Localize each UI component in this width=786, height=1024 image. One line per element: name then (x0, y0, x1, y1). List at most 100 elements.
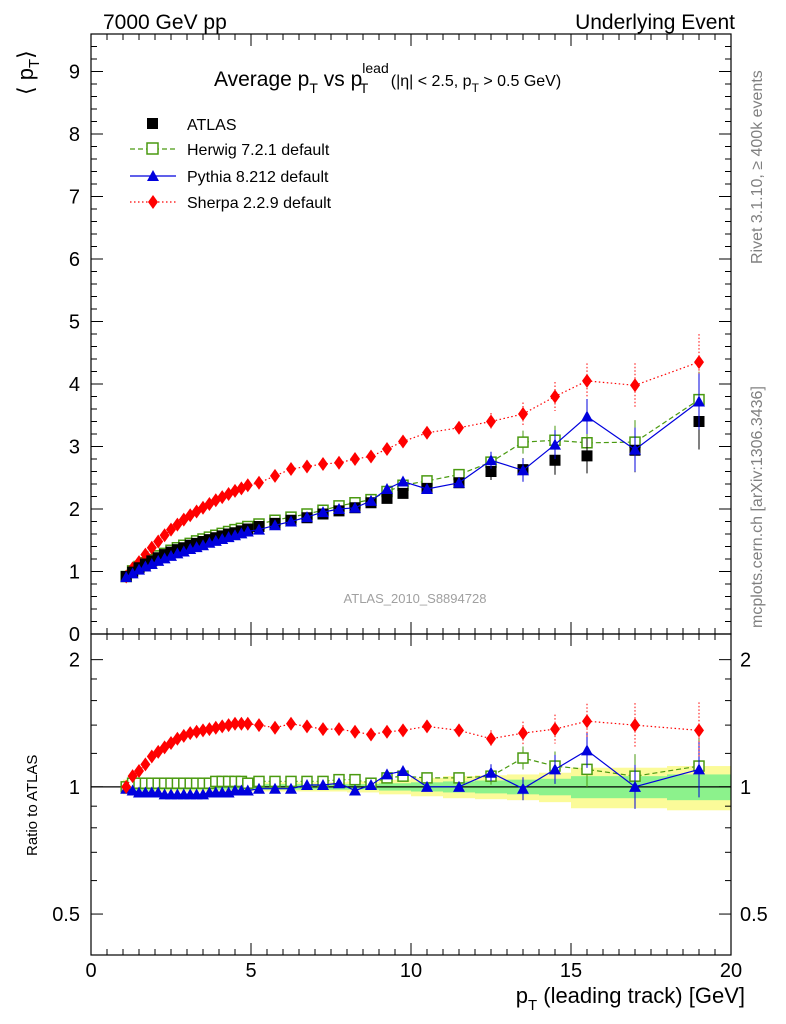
y-tick-label: 2 (69, 499, 80, 521)
main-point-sherpa (146, 540, 157, 555)
ratio-point-pythia (381, 768, 393, 780)
x-tick-label: 20 (720, 960, 742, 982)
main-point-pythia (301, 511, 313, 523)
ratio-y-tick-label-right: 1 (740, 777, 751, 799)
ratio-point-pythia (485, 766, 497, 778)
main-point-sherpa (550, 389, 560, 404)
main-point-pythia (333, 503, 345, 514)
main-point-sherpa (518, 407, 528, 421)
main-point-sherpa (630, 378, 640, 393)
y-tick-label: 0 (69, 624, 80, 646)
ratio-point-sherpa (223, 718, 234, 733)
rivet-label: Rivet 3.1.10, ≥ 400k events (749, 70, 766, 264)
ratio-point-sherpa (210, 720, 221, 735)
main-point-sherpa (422, 425, 432, 440)
main-point-pythia (253, 523, 265, 535)
ratio-point-sherpa (550, 722, 560, 737)
main-point-sherpa (350, 452, 360, 466)
ratio-point-pythia (241, 784, 254, 796)
ratio-point-sherpa (270, 720, 280, 735)
main-point-pythia (397, 475, 409, 487)
main-point-atlas (485, 466, 497, 477)
y-tick-label: 5 (69, 312, 80, 334)
main-point-pythia (317, 506, 329, 518)
y-tick-label: 4 (69, 374, 80, 396)
x-tick-label: 10 (400, 960, 422, 982)
y-tick-label: 6 (69, 249, 80, 271)
x-tick-label: 15 (560, 960, 582, 982)
legend-marker-pythia (147, 170, 159, 181)
ratio-point-sherpa (242, 716, 253, 731)
ratio-point-sherpa (204, 722, 215, 737)
ratio-point-sherpa (630, 718, 640, 733)
y-tick-label: 7 (69, 187, 80, 209)
ratio-point-pythia (581, 744, 593, 756)
ratio-point-pythia (693, 763, 705, 775)
legend-marker-atlas (147, 118, 158, 129)
main-point-sherpa (254, 475, 264, 490)
ratio-point-sherpa (382, 724, 392, 739)
ratio-point-pythia (365, 779, 377, 791)
plot-layer: 0 5 10 15 20 0 1 2 3 4 5 6 7 8 9 0.5 0.5 1 1 2 2 (52, 33, 768, 982)
main-point-pythia (285, 515, 297, 527)
ratio-point-sherpa (366, 727, 376, 742)
ratio-point-pythia (269, 782, 281, 794)
main-ylabel: ⟨ pT⟩ (13, 50, 43, 95)
y-tick-label: 3 (69, 437, 80, 459)
main-point-sherpa (486, 414, 496, 429)
main-point-pythia (421, 483, 433, 494)
main-line-sherpa (125, 361, 700, 577)
ratio-point-pythia (317, 779, 329, 791)
ratio-point-sherpa (398, 723, 408, 738)
legend: ATLAS Herwig 7.2.1 default Pythia 8.212 … (130, 117, 332, 212)
main-point-pythia (693, 395, 705, 407)
main-point-atlas (381, 492, 393, 504)
ratio-point-pythia (517, 782, 529, 794)
ratio-y-tick-label-right: 0.5 (740, 904, 768, 926)
main-point-atlas (581, 450, 593, 462)
ratio-point-sherpa (134, 764, 144, 779)
main-point-pythia (453, 476, 465, 488)
main-point-sherpa (318, 457, 328, 471)
main-point-pythia (581, 410, 593, 422)
main-point-sherpa (153, 534, 164, 549)
main-point-sherpa (159, 528, 170, 543)
ratio-point-pythia (397, 765, 409, 777)
ratio-point-pythia (349, 784, 361, 796)
legend-label-pythia: Pythia 8.212 default (187, 169, 329, 186)
main-point-sherpa (382, 442, 392, 456)
ratio-point-sherpa (694, 723, 704, 738)
main-point-sherpa (398, 434, 408, 449)
ratio-point-sherpa (127, 769, 138, 784)
main-point-sherpa (286, 462, 296, 476)
ratio-point-herwig (349, 773, 361, 786)
ratio-point-pythia (549, 763, 561, 775)
main-point-pythia (126, 567, 139, 579)
main-point-pythia (365, 494, 377, 506)
legend-label-atlas: ATLAS (187, 117, 237, 134)
ratio-point-sherpa (318, 722, 328, 737)
x-axis-label: pT (leading track) [GeV] (516, 983, 745, 1014)
ratio-point-herwig (517, 752, 529, 764)
main-point-sherpa (270, 468, 280, 483)
ratio-point-sherpa (486, 731, 496, 746)
x-tick-label: 0 (85, 960, 96, 982)
header-right: Underlying Event (575, 11, 735, 34)
main-line-pythia (125, 401, 700, 578)
main-point-pythia (269, 519, 281, 531)
ratio-point-pythia (629, 780, 641, 792)
main-point-pythia (349, 501, 361, 513)
main-point-herwig (517, 436, 529, 448)
ratio-point-sherpa (217, 719, 228, 734)
main-point-sherpa (582, 373, 592, 388)
legend-label-sherpa: Sherpa 2.2.9 default (187, 195, 332, 212)
ratio-point-sherpa (191, 724, 202, 739)
header-left: 7000 GeV pp (103, 11, 227, 34)
main-point-pythia (241, 525, 254, 537)
main-point-pythia (133, 563, 145, 575)
legend-label-herwig: Herwig 7.2.1 default (187, 142, 330, 159)
analysis-label: ATLAS_2010_S8894728 (344, 591, 487, 606)
ratio-y-tick-label-right: 2 (740, 650, 751, 672)
main-point-sherpa (334, 455, 344, 470)
